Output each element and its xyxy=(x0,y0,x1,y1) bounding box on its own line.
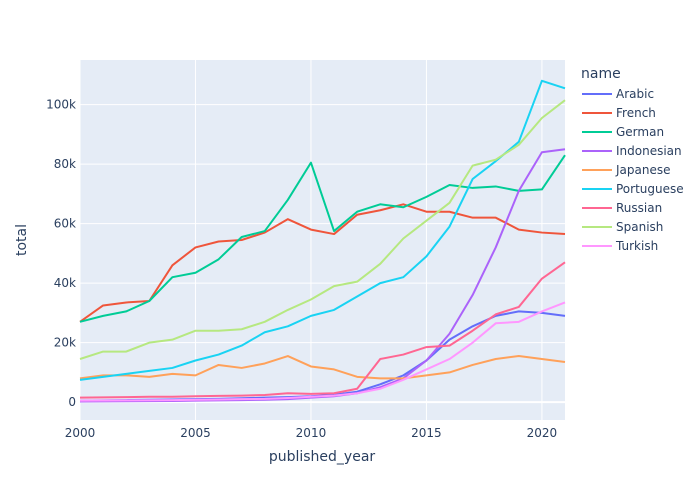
legend-label: German xyxy=(616,125,664,139)
legend-label: Russian xyxy=(616,201,662,215)
x-tick-label: 2020 xyxy=(527,426,558,440)
y-tick-label: 100k xyxy=(46,98,76,112)
series-line-turkish xyxy=(79,301,566,402)
y-tick-label: 0 xyxy=(68,395,76,409)
y-axis-ticks: 0 20k 40k 60k 80k 100k xyxy=(46,98,76,410)
gridlines xyxy=(79,60,565,420)
plot-background xyxy=(80,60,565,420)
legend[interactable]: name Arabic French German Indonesian Japanes… xyxy=(581,66,684,253)
legend-item-spanish[interactable]: Spanish xyxy=(582,220,663,234)
series-line-spanish xyxy=(79,99,566,360)
x-tick-label: 2000 xyxy=(65,426,96,440)
y-tick-label: 60k xyxy=(54,217,76,231)
legend-item-french[interactable]: French xyxy=(582,106,656,120)
x-tick-label: 2005 xyxy=(180,426,211,440)
legend-item-japanese[interactable]: Japanese xyxy=(582,163,671,177)
legend-item-german[interactable]: German xyxy=(582,125,664,139)
legend-label: Portuguese xyxy=(616,182,684,196)
legend-label: French xyxy=(616,106,656,120)
x-axis-ticks: 2000 2005 2010 2015 2020 xyxy=(65,426,557,440)
x-axis-title: published_year xyxy=(269,449,376,465)
series-lines xyxy=(79,79,566,403)
legend-label: Japanese xyxy=(615,163,671,177)
legend-item-arabic[interactable]: Arabic xyxy=(582,87,654,101)
series-line-russian xyxy=(79,261,566,399)
legend-item-turkish[interactable]: Turkish xyxy=(582,239,658,253)
legend-label: Spanish xyxy=(616,220,663,234)
series-line-french xyxy=(79,203,566,323)
x-tick-label: 2010 xyxy=(296,426,327,440)
legend-label: Indonesian xyxy=(616,144,682,158)
series-line-german xyxy=(79,154,566,323)
y-tick-label: 20k xyxy=(54,336,76,350)
y-tick-label: 40k xyxy=(54,276,76,290)
legend-label: Turkish xyxy=(615,239,658,253)
y-axis-title: total xyxy=(14,224,30,256)
series-line-japanese xyxy=(79,355,566,380)
legend-label: Arabic xyxy=(616,87,654,101)
legend-item-portuguese[interactable]: Portuguese xyxy=(582,182,684,196)
legend-item-indonesian[interactable]: Indonesian xyxy=(582,144,682,158)
series-line-portuguese xyxy=(79,79,566,381)
y-tick-label: 80k xyxy=(54,157,76,171)
legend-title: name xyxy=(581,66,621,82)
x-tick-label: 2015 xyxy=(411,426,442,440)
legend-item-russian[interactable]: Russian xyxy=(582,201,662,215)
